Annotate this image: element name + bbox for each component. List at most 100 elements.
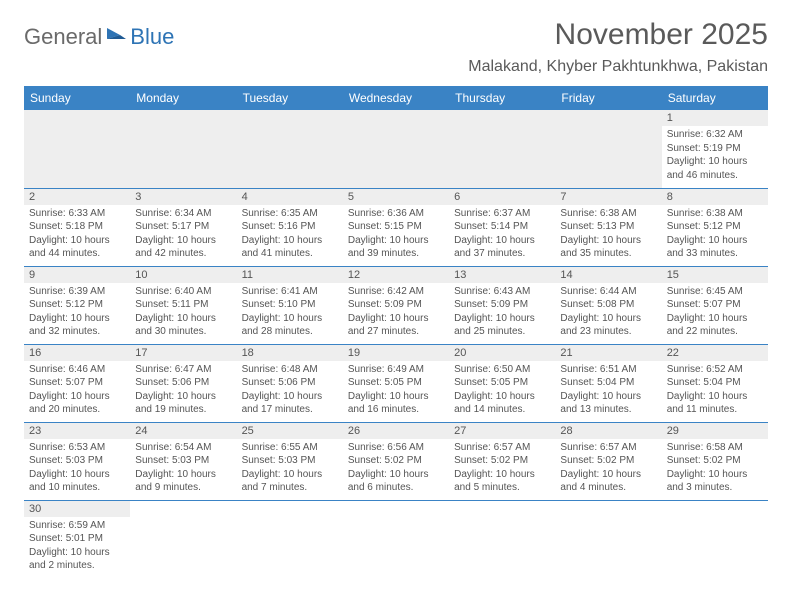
calendar-cell: 18Sunrise: 6:48 AMSunset: 5:06 PMDayligh… [237, 344, 343, 422]
day-number: 22 [662, 345, 768, 361]
calendar-cell: 26Sunrise: 6:56 AMSunset: 5:02 PMDayligh… [343, 422, 449, 500]
day-number: 1 [662, 110, 768, 126]
day-details: Sunrise: 6:58 AMSunset: 5:02 PMDaylight:… [662, 439, 768, 499]
calendar-cell: 9Sunrise: 6:39 AMSunset: 5:12 PMDaylight… [24, 266, 130, 344]
empty-cell [555, 110, 661, 188]
calendar-cell [662, 500, 768, 578]
calendar-cell: 11Sunrise: 6:41 AMSunset: 5:10 PMDayligh… [237, 266, 343, 344]
day-number: 26 [343, 423, 449, 439]
day-details: Sunrise: 6:57 AMSunset: 5:02 PMDaylight:… [555, 439, 661, 499]
calendar-cell [24, 110, 130, 188]
day-details: Sunrise: 6:35 AMSunset: 5:16 PMDaylight:… [237, 205, 343, 265]
day-details: Sunrise: 6:48 AMSunset: 5:06 PMDaylight:… [237, 361, 343, 421]
calendar-cell [555, 110, 661, 188]
calendar-cell [449, 110, 555, 188]
day-details: Sunrise: 6:37 AMSunset: 5:14 PMDaylight:… [449, 205, 555, 265]
day-header-row: SundayMondayTuesdayWednesdayThursdayFrid… [24, 86, 768, 110]
calendar-cell: 25Sunrise: 6:55 AMSunset: 5:03 PMDayligh… [237, 422, 343, 500]
day-number: 16 [24, 345, 130, 361]
day-number: 30 [24, 501, 130, 517]
calendar-week: 9Sunrise: 6:39 AMSunset: 5:12 PMDaylight… [24, 266, 768, 344]
calendar-cell: 12Sunrise: 6:42 AMSunset: 5:09 PMDayligh… [343, 266, 449, 344]
day-header-cell: Thursday [449, 86, 555, 110]
day-details: Sunrise: 6:36 AMSunset: 5:15 PMDaylight:… [343, 205, 449, 265]
empty-cell [237, 110, 343, 188]
calendar-cell: 10Sunrise: 6:40 AMSunset: 5:11 PMDayligh… [130, 266, 236, 344]
day-number: 13 [449, 267, 555, 283]
empty-cell [343, 110, 449, 188]
day-details: Sunrise: 6:52 AMSunset: 5:04 PMDaylight:… [662, 361, 768, 421]
calendar-week: 1Sunrise: 6:32 AMSunset: 5:19 PMDaylight… [24, 110, 768, 188]
day-header-cell: Saturday [662, 86, 768, 110]
day-details: Sunrise: 6:51 AMSunset: 5:04 PMDaylight:… [555, 361, 661, 421]
day-header-cell: Tuesday [237, 86, 343, 110]
day-details: Sunrise: 6:55 AMSunset: 5:03 PMDaylight:… [237, 439, 343, 499]
day-number: 27 [449, 423, 555, 439]
calendar-cell [237, 110, 343, 188]
calendar-cell [343, 110, 449, 188]
calendar-cell [449, 500, 555, 578]
calendar-cell: 8Sunrise: 6:38 AMSunset: 5:12 PMDaylight… [662, 188, 768, 266]
calendar-cell [555, 500, 661, 578]
day-details: Sunrise: 6:50 AMSunset: 5:05 PMDaylight:… [449, 361, 555, 421]
calendar-cell: 7Sunrise: 6:38 AMSunset: 5:13 PMDaylight… [555, 188, 661, 266]
calendar-cell: 28Sunrise: 6:57 AMSunset: 5:02 PMDayligh… [555, 422, 661, 500]
calendar-cell: 16Sunrise: 6:46 AMSunset: 5:07 PMDayligh… [24, 344, 130, 422]
calendar-cell: 1Sunrise: 6:32 AMSunset: 5:19 PMDaylight… [662, 110, 768, 188]
day-number: 28 [555, 423, 661, 439]
calendar-cell: 22Sunrise: 6:52 AMSunset: 5:04 PMDayligh… [662, 344, 768, 422]
calendar-cell: 3Sunrise: 6:34 AMSunset: 5:17 PMDaylight… [130, 188, 236, 266]
day-number: 17 [130, 345, 236, 361]
logo-text-blue: Blue [130, 24, 174, 50]
day-details: Sunrise: 6:40 AMSunset: 5:11 PMDaylight:… [130, 283, 236, 343]
day-number: 21 [555, 345, 661, 361]
month-title: November 2025 [468, 18, 768, 52]
calendar-week: 16Sunrise: 6:46 AMSunset: 5:07 PMDayligh… [24, 344, 768, 422]
day-details: Sunrise: 6:46 AMSunset: 5:07 PMDaylight:… [24, 361, 130, 421]
day-number: 24 [130, 423, 236, 439]
calendar-body: 1Sunrise: 6:32 AMSunset: 5:19 PMDaylight… [24, 110, 768, 578]
calendar-cell: 4Sunrise: 6:35 AMSunset: 5:16 PMDaylight… [237, 188, 343, 266]
calendar-cell: 5Sunrise: 6:36 AMSunset: 5:15 PMDaylight… [343, 188, 449, 266]
day-number: 20 [449, 345, 555, 361]
day-number: 6 [449, 189, 555, 205]
empty-cell [449, 110, 555, 188]
day-header-cell: Wednesday [343, 86, 449, 110]
day-header-cell: Monday [130, 86, 236, 110]
calendar-cell: 15Sunrise: 6:45 AMSunset: 5:07 PMDayligh… [662, 266, 768, 344]
calendar-cell [130, 500, 236, 578]
flag-icon [106, 26, 128, 49]
day-details: Sunrise: 6:43 AMSunset: 5:09 PMDaylight:… [449, 283, 555, 343]
day-details: Sunrise: 6:34 AMSunset: 5:17 PMDaylight:… [130, 205, 236, 265]
day-header-cell: Sunday [24, 86, 130, 110]
day-details: Sunrise: 6:42 AMSunset: 5:09 PMDaylight:… [343, 283, 449, 343]
day-number: 12 [343, 267, 449, 283]
day-number: 4 [237, 189, 343, 205]
calendar-cell: 17Sunrise: 6:47 AMSunset: 5:06 PMDayligh… [130, 344, 236, 422]
day-details: Sunrise: 6:45 AMSunset: 5:07 PMDaylight:… [662, 283, 768, 343]
logo: General Blue [24, 24, 174, 50]
header: General Blue November 2025 Malakand, Khy… [24, 18, 768, 76]
calendar-cell: 29Sunrise: 6:58 AMSunset: 5:02 PMDayligh… [662, 422, 768, 500]
day-number: 11 [237, 267, 343, 283]
day-details: Sunrise: 6:39 AMSunset: 5:12 PMDaylight:… [24, 283, 130, 343]
calendar-cell: 6Sunrise: 6:37 AMSunset: 5:14 PMDaylight… [449, 188, 555, 266]
day-number: 2 [24, 189, 130, 205]
day-number: 19 [343, 345, 449, 361]
calendar-week: 23Sunrise: 6:53 AMSunset: 5:03 PMDayligh… [24, 422, 768, 500]
day-details: Sunrise: 6:54 AMSunset: 5:03 PMDaylight:… [130, 439, 236, 499]
calendar-cell [237, 500, 343, 578]
day-header-cell: Friday [555, 86, 661, 110]
logo-text-general: General [24, 24, 102, 50]
day-number: 5 [343, 189, 449, 205]
day-number: 18 [237, 345, 343, 361]
day-number: 9 [24, 267, 130, 283]
calendar-cell: 2Sunrise: 6:33 AMSunset: 5:18 PMDaylight… [24, 188, 130, 266]
empty-cell [24, 110, 130, 188]
calendar-week: 30Sunrise: 6:59 AMSunset: 5:01 PMDayligh… [24, 500, 768, 578]
day-details: Sunrise: 6:57 AMSunset: 5:02 PMDaylight:… [449, 439, 555, 499]
day-details: Sunrise: 6:32 AMSunset: 5:19 PMDaylight:… [662, 126, 768, 186]
calendar-cell: 14Sunrise: 6:44 AMSunset: 5:08 PMDayligh… [555, 266, 661, 344]
calendar-cell: 23Sunrise: 6:53 AMSunset: 5:03 PMDayligh… [24, 422, 130, 500]
calendar-table: SundayMondayTuesdayWednesdayThursdayFrid… [24, 86, 768, 578]
